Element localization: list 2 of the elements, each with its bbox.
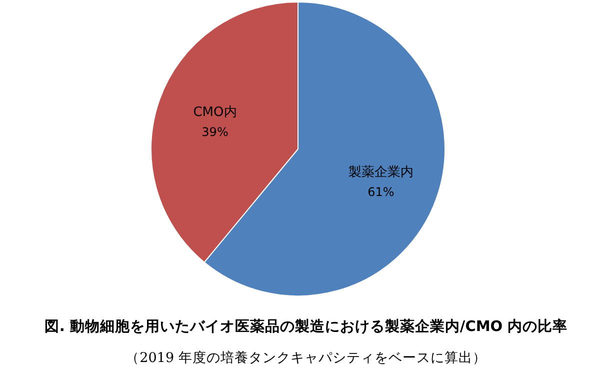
text: （2019 年度の培養タンクキャパシティをベースに算出） xyxy=(126,350,486,366)
text: 図. 動物細胞を用いたバイオ医薬品の製造における製薬企業内/CMO 内の比率 xyxy=(44,317,568,335)
